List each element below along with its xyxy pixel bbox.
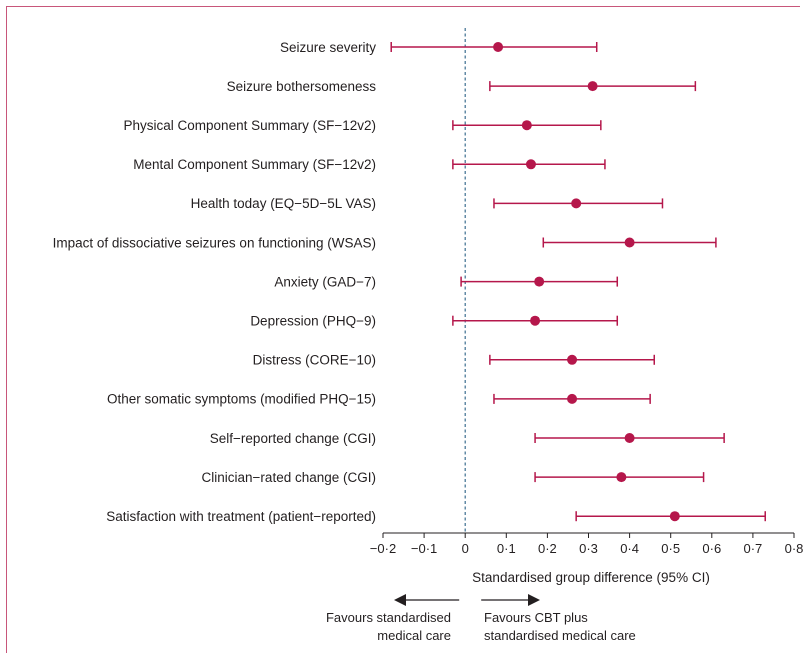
estimate-row [575, 511, 766, 522]
point-estimate [567, 354, 578, 365]
row-label: Impact of dissociative seizures on funct… [53, 235, 376, 250]
x-tick-label: −0·1 [411, 541, 437, 556]
point-estimate [525, 159, 536, 170]
x-tick-label: 0·6 [702, 541, 721, 556]
x-axis-label: Standardised group difference (95% CI) [472, 570, 710, 585]
point-estimate [616, 472, 627, 483]
estimate-row [542, 237, 717, 248]
x-tick-label: 0·8 [785, 541, 804, 556]
x-tick-label: 0·3 [579, 541, 598, 556]
x-tick-label: 0·1 [497, 541, 516, 556]
point-estimate [493, 42, 504, 52]
x-tick-label: 0·2 [538, 541, 557, 556]
estimate-row [493, 198, 664, 209]
point-estimate [567, 393, 578, 404]
estimate-row [452, 315, 619, 326]
figure-frame [6, 6, 800, 653]
row-label: Mental Component Summary (SF−12v2) [133, 157, 376, 172]
point-estimate [669, 511, 680, 522]
row-labels: Seizure severity Seizure bothersomeness Ph… [53, 40, 377, 524]
estimate-row [460, 276, 619, 287]
estimate-row [489, 81, 697, 92]
row-label: Other somatic symptoms (modified PHQ−15) [107, 392, 376, 407]
direction-left-label: medical care [377, 628, 451, 643]
row-label: Anxiety (GAD−7) [274, 274, 376, 289]
left-arrow-icon [394, 594, 406, 606]
estimate-row [489, 354, 656, 365]
row-label: Clinician−rated change (CGI) [202, 470, 376, 485]
row-label: Seizure bothersomeness [227, 79, 377, 94]
estimate-row [390, 42, 598, 52]
estimate-row [534, 433, 725, 443]
row-label: Distress (CORE−10) [253, 353, 376, 368]
point-estimate [521, 120, 532, 131]
x-tick-label: 0·5 [661, 541, 680, 556]
point-estimate [571, 198, 582, 209]
row-label: Self−reported change (CGI) [210, 431, 376, 446]
direction-left-label: Favours standardised [326, 610, 451, 625]
row-label: Depression (PHQ−9) [250, 314, 376, 329]
point-estimate [624, 237, 635, 248]
right-arrow-icon [528, 594, 540, 606]
estimates [390, 42, 766, 522]
row-label: Satisfaction with treatment (patient−rep… [106, 509, 376, 524]
estimate-row [493, 393, 651, 404]
row-label: Physical Component Summary (SF−12v2) [124, 118, 376, 133]
estimate-row [452, 120, 602, 131]
row-label: Health today (EQ−5D−5L VAS) [191, 196, 376, 211]
point-estimate [530, 315, 541, 326]
direction-right-label: Favours CBT plus [484, 610, 588, 625]
x-tick-label: 0 [462, 541, 469, 556]
point-estimate [624, 433, 635, 443]
x-tick-label: −0·2 [370, 541, 396, 556]
point-estimate [587, 81, 598, 92]
x-tick-label: 0·7 [744, 541, 763, 556]
x-axis: −0·2 −0·1 0 0·1 0·2 0·3 0·4 0·5 0·6 0·7 0·8 Standar… [370, 532, 804, 585]
direction-arrows: Favours standardised medical care Favours … [326, 594, 636, 643]
x-tick-label: 0·4 [620, 541, 639, 556]
estimate-row [452, 159, 606, 170]
estimate-row [534, 472, 705, 483]
point-estimate [534, 276, 545, 287]
direction-right-label: standardised medical care [484, 628, 636, 643]
row-label: Seizure severity [280, 40, 376, 55]
